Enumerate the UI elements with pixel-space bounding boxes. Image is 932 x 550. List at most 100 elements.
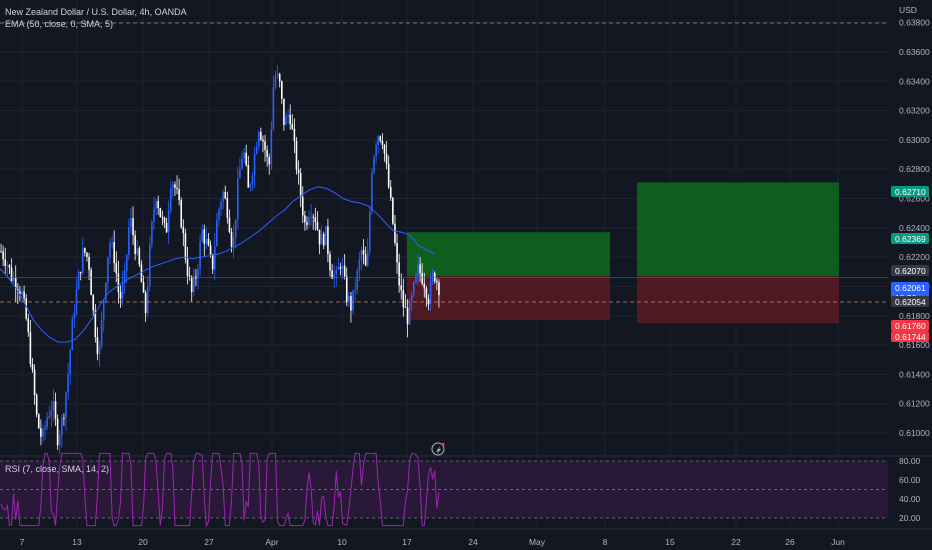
- rsi-tick-label: 60.00: [899, 475, 921, 485]
- candle-body: [69, 350, 71, 375]
- candle-body: [117, 273, 120, 292]
- candle-body: [306, 222, 308, 225]
- price-badge-label: 0.61744: [895, 332, 926, 342]
- candle-body: [360, 250, 363, 260]
- horizontal-lines: [0, 22, 888, 303]
- candle-body: [396, 243, 398, 263]
- candle-body: [25, 298, 27, 319]
- candle-body: [352, 290, 354, 311]
- time-tick-label: Apr: [265, 537, 278, 547]
- candle-body: [253, 153, 256, 176]
- candle-body: [157, 200, 159, 209]
- candle-body: [159, 208, 162, 217]
- price-badge-label: 0.62061: [895, 283, 926, 293]
- price-badge: [891, 233, 929, 244]
- rsi-legend[interactable]: RSI (7, close, SMA, 14, 2): [5, 464, 109, 474]
- candle-body: [0, 251, 2, 253]
- price-badge: [891, 265, 929, 276]
- candle-body: [322, 234, 325, 246]
- candle-body: [348, 296, 350, 303]
- candle-body: [10, 267, 13, 282]
- price-tick-label: 0.62200: [899, 252, 930, 262]
- candle-body: [222, 192, 224, 202]
- candles: [0, 64, 440, 455]
- candle-body: [153, 208, 155, 223]
- price-badges: 0.627100.623690.620700.6206118:560.62054…: [891, 186, 929, 342]
- time-tick-label: 24: [468, 537, 478, 547]
- candle-body: [243, 152, 245, 159]
- position-zones: [407, 182, 839, 324]
- candle-body: [289, 114, 291, 125]
- candle-body: [151, 222, 153, 245]
- candle-body: [304, 215, 306, 223]
- candle-body: [421, 272, 423, 284]
- candle-body: [413, 282, 415, 295]
- candle-body: [310, 216, 312, 218]
- candle-body: [369, 211, 371, 251]
- price-tick-label: 0.62400: [899, 223, 930, 233]
- candle-body: [35, 394, 38, 415]
- candle-body: [44, 426, 46, 430]
- candle-body: [389, 187, 392, 198]
- candle-body: [14, 277, 17, 290]
- candle-body: [8, 265, 11, 268]
- time-tick-label: 27: [204, 537, 214, 547]
- price-badge-label: 0.62054: [895, 297, 926, 307]
- candle-body: [381, 140, 384, 145]
- candle-body: [341, 265, 344, 269]
- candle-body: [155, 200, 157, 209]
- candle-body: [350, 296, 352, 311]
- candle-body: [182, 227, 185, 234]
- ema-line: [0, 186, 436, 343]
- ema-legend[interactable]: EMA (50, close, 0, SMA, 5): [5, 19, 113, 29]
- rsi-label: RSI (7, close, SMA, 14, 2): [5, 464, 110, 474]
- symbol-title: New Zealand Dollar / U.S. Dollar, 4h, OA…: [5, 7, 187, 17]
- candle-body: [343, 265, 346, 277]
- candle-body: [356, 270, 359, 290]
- candle-body: [228, 217, 231, 233]
- candle-body: [77, 271, 80, 290]
- candle-body: [178, 189, 180, 201]
- candle-body: [23, 291, 25, 299]
- candle-body: [31, 364, 34, 370]
- candle-body: [329, 254, 331, 271]
- candle-body: [190, 277, 193, 293]
- candle-body: [285, 116, 287, 125]
- candle-body: [408, 302, 411, 325]
- candle-body: [354, 289, 356, 291]
- candle-body: [255, 146, 258, 154]
- candle-body: [415, 274, 417, 283]
- candle-body: [220, 201, 222, 210]
- candle-body: [224, 192, 227, 199]
- candle-body: [86, 252, 88, 257]
- candle-body: [79, 271, 82, 274]
- candle-body: [197, 268, 199, 279]
- price-tick-label: 0.61000: [899, 428, 930, 438]
- rsi-tick-label: 20.00: [899, 513, 921, 523]
- price-badge: [891, 331, 929, 342]
- time-tick-label: 10: [337, 537, 347, 547]
- candle-body: [125, 254, 128, 271]
- candle-body: [33, 369, 36, 395]
- candle-body: [140, 264, 143, 283]
- long-position-2-loss-zone: [637, 276, 839, 324]
- candle-body: [318, 229, 321, 245]
- candle-body: [146, 286, 149, 314]
- candle-body: [138, 248, 141, 265]
- candle-body: [406, 307, 409, 325]
- symbol-legend[interactable]: New Zealand Dollar / U.S. Dollar, 4h, OA…: [5, 7, 187, 17]
- candle-body: [98, 345, 101, 355]
- price-tick-label: 0.61800: [899, 311, 930, 321]
- candle-body: [42, 429, 44, 437]
- candle-body: [417, 264, 419, 275]
- time-tick-label: 22: [731, 537, 741, 547]
- candle-body: [283, 98, 285, 125]
- candle-body: [12, 277, 15, 282]
- candle-body: [40, 428, 42, 437]
- replay-icon[interactable]: [431, 442, 445, 456]
- candle-body: [433, 272, 436, 282]
- price-badge-label: 0.62070: [895, 266, 926, 276]
- candle-body: [6, 265, 9, 266]
